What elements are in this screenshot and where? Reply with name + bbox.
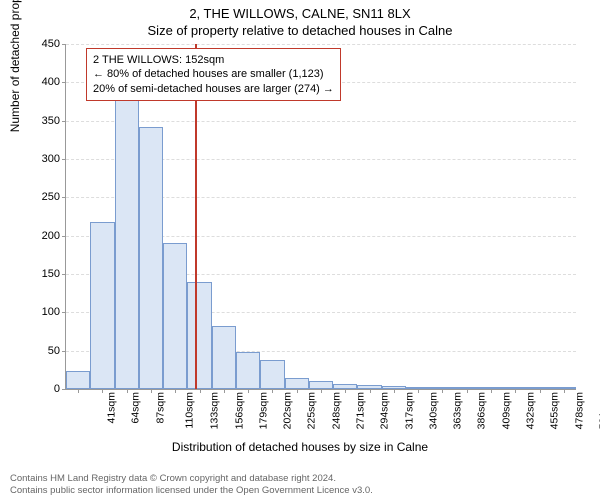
x-tick-label: 156sqm [233,392,245,429]
x-tick-mark [297,389,298,393]
x-tick-mark [418,389,419,393]
y-tick-label: 450 [42,38,60,50]
x-tick-mark [321,389,322,393]
annotation-line: ← 80% of detached houses are smaller (1,… [93,67,334,81]
x-tick-label: 64sqm [130,392,142,424]
x-tick-label: 455sqm [549,392,561,429]
x-tick-label: 248sqm [330,392,342,429]
y-tick-label: 0 [54,383,60,395]
x-tick-mark [102,389,103,393]
plot-area: 2 THE WILLOWS: 152sqm← 80% of detached h… [65,44,576,390]
y-tick-mark [62,121,66,122]
y-tick-mark [62,197,66,198]
y-tick-mark [62,236,66,237]
y-tick-label: 300 [42,153,60,165]
x-tick-label: 87sqm [154,392,166,424]
y-tick-label: 150 [42,268,60,280]
x-tick-label: 294sqm [379,392,391,429]
y-tick-label: 400 [42,76,60,88]
x-tick-mark [540,389,541,393]
annotation-line: 20% of semi-detached houses are larger (… [93,82,334,96]
chart-title-main: 2, THE WILLOWS, CALNE, SN11 8LX [0,0,600,21]
y-tick-mark [62,312,66,313]
y-tick-label: 250 [42,191,60,203]
x-tick-label: 41sqm [106,392,118,424]
x-tick-mark [224,389,225,393]
x-tick-label: 340sqm [427,392,439,429]
y-tick-label: 50 [48,345,60,357]
y-tick-mark [62,44,66,45]
footer-attribution: Contains HM Land Registry data © Crown c… [10,473,373,496]
x-tick-label: 179sqm [257,392,269,429]
annotation-line: 2 THE WILLOWS: 152sqm [93,53,334,67]
y-tick-label: 200 [42,230,60,242]
x-tick-mark [175,389,176,393]
y-tick-label: 100 [42,306,60,318]
footer-line-1: Contains HM Land Registry data © Crown c… [10,473,373,484]
histogram-bar [236,352,260,389]
annotation-box: 2 THE WILLOWS: 152sqm← 80% of detached h… [86,48,341,101]
x-tick-label: 432sqm [524,392,536,429]
x-tick-label: 386sqm [476,392,488,429]
y-tick-mark [62,82,66,83]
x-tick-label: 409sqm [500,392,512,429]
x-tick-mark [564,389,565,393]
x-tick-label: 133sqm [209,392,221,429]
x-tick-mark [345,389,346,393]
histogram-bar [187,282,211,389]
histogram-bar [212,326,236,389]
chart-container: 2, THE WILLOWS, CALNE, SN11 8LX Size of … [0,0,600,500]
x-tick-label: 110sqm [184,392,196,429]
y-axis-label: Number of detached properties [8,0,22,132]
x-tick-mark [127,389,128,393]
x-axis-label: Distribution of detached houses by size … [0,440,600,454]
histogram-bar [260,360,284,389]
histogram-bar [66,371,90,389]
x-tick-label: 317sqm [403,392,415,429]
histogram-bar [309,381,333,389]
x-tick-label: 478sqm [573,392,585,429]
footer-line-2: Contains public sector information licen… [10,485,373,496]
x-tick-mark [515,389,516,393]
x-tick-label: 363sqm [452,392,464,429]
y-tick-label: 350 [42,115,60,127]
x-tick-mark [200,389,201,393]
y-tick-mark [62,351,66,352]
y-tick-mark [62,159,66,160]
x-tick-mark [151,389,152,393]
x-tick-mark [248,389,249,393]
y-tick-mark [62,389,66,390]
histogram-bar [115,98,139,389]
x-tick-label: 271sqm [354,392,366,429]
histogram-bar [163,243,187,389]
gridline [66,121,576,122]
x-tick-mark [78,389,79,393]
x-tick-mark [370,389,371,393]
y-tick-mark [62,274,66,275]
histogram-bar [139,127,163,389]
x-tick-mark [272,389,273,393]
x-tick-label: 225sqm [306,392,318,429]
x-tick-mark [491,389,492,393]
chart-title-sub: Size of property relative to detached ho… [0,21,600,38]
gridline [66,44,576,45]
x-tick-mark [467,389,468,393]
x-tick-mark [442,389,443,393]
histogram-bar [285,378,309,389]
histogram-bar [90,222,114,389]
x-tick-mark [394,389,395,393]
x-tick-label: 202sqm [282,392,294,429]
